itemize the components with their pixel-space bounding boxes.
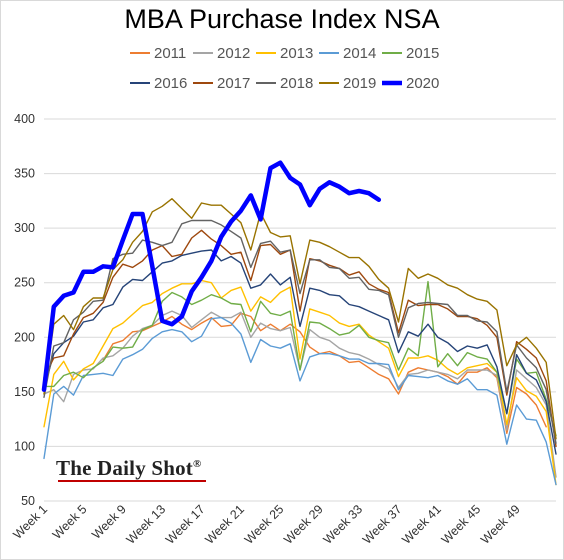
series-line-2012 [43,310,557,478]
y-tick-label: 50 [21,494,35,508]
x-tick-label: Week 45 [439,502,484,547]
x-tick-label: Week 29 [281,502,326,547]
series-line-2019 [43,198,557,440]
x-tick-label: Week 33 [321,502,366,547]
legend-label-2019: 2019 [343,75,376,92]
x-tick-label: Week 41 [399,502,444,547]
y-tick-label: 150 [14,385,35,399]
legend-label-2018: 2018 [280,75,313,92]
x-tick-label: Week 1 [10,502,50,542]
y-tick-label: 100 [14,439,35,453]
y-tick-label: 400 [14,112,35,126]
series-line-2018 [43,219,557,444]
series-line-2013 [43,279,557,486]
chart-title: MBA Purchase Index NSA [124,4,440,34]
legend-label-2017: 2017 [217,75,250,92]
y-tick-label: 300 [14,221,35,235]
brand-logo: The Daily Shot® [56,456,201,481]
legend-label-2016: 2016 [154,75,187,92]
y-tick-label: 250 [14,276,35,290]
brand-text: The Daily Shot [56,456,193,480]
series-line-2011 [102,312,547,434]
series-line-2015 [43,280,557,437]
x-tick-label: Week 5 [50,502,90,542]
legend-label-2012: 2012 [217,45,250,62]
y-tick-label: 350 [14,167,35,181]
brand-registered-mark: ® [193,458,202,470]
x-tick-label: Week 37 [360,502,405,547]
x-tick-label: Week 21 [202,502,247,547]
series-line-2016 [43,249,557,455]
legend-label-2011: 2011 [154,45,186,62]
x-tick-label: Week 17 [163,502,208,547]
legend-label-2015: 2015 [406,45,439,62]
brand-underline [58,480,206,482]
series-line-2020 [41,160,382,392]
x-tick-label: Week 9 [89,502,129,542]
x-tick-label: Week 49 [478,502,523,547]
legend-label-2020: 2020 [406,75,439,92]
series-line-2014 [43,316,557,486]
x-tick-label: Week 25 [242,502,287,547]
y-tick-label: 200 [14,330,35,344]
legend-label-2014: 2014 [343,45,376,62]
legend-label-2013: 2013 [280,45,313,62]
x-tick-label: Week 13 [124,502,169,547]
